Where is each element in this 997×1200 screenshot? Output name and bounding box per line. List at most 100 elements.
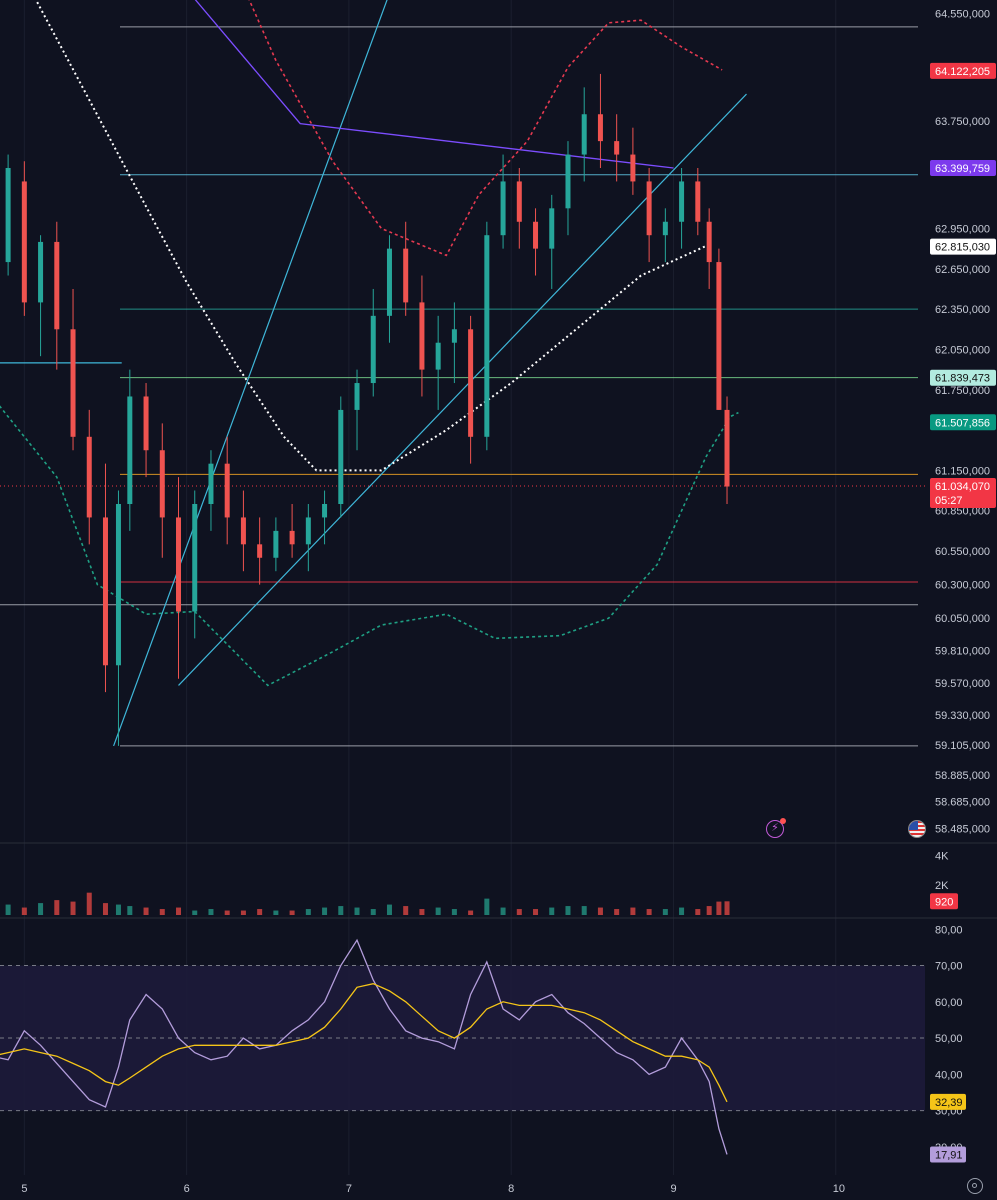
- candle-body[interactable]: [208, 463, 214, 504]
- volume-bar: [257, 909, 263, 915]
- candle-body[interactable]: [386, 248, 392, 316]
- candle-body[interactable]: [38, 241, 44, 303]
- candle-body[interactable]: [143, 396, 149, 451]
- trend-channel-line[interactable]: [113, 0, 390, 747]
- volume-bar: [70, 901, 76, 915]
- volume-bar: [38, 903, 44, 915]
- candle-body[interactable]: [724, 409, 730, 487]
- candle-body[interactable]: [54, 241, 60, 330]
- candle-body[interactable]: [305, 517, 311, 545]
- candle-body[interactable]: [614, 141, 620, 155]
- candle-body[interactable]: [435, 342, 441, 370]
- volume-bar: [176, 907, 182, 915]
- volume-bar: [21, 907, 27, 915]
- flash-alert-icon[interactable]: ⚡: [766, 818, 786, 838]
- candle-body[interactable]: [597, 114, 603, 142]
- volume-bar: [208, 909, 214, 915]
- price-tag[interactable]: [930, 160, 996, 177]
- candle-body[interactable]: [716, 262, 722, 410]
- candle-body[interactable]: [115, 504, 121, 666]
- rsi-axis-label: 40,00: [935, 1069, 963, 1081]
- rsi-pane[interactable]: [0, 938, 925, 1155]
- candle-body[interactable]: [533, 221, 539, 249]
- candle-body[interactable]: [370, 315, 376, 384]
- candle-body[interactable]: [338, 409, 344, 504]
- time-axis[interactable]: 5 6 7 8 9 10: [21, 1183, 845, 1195]
- candle-body[interactable]: [706, 221, 712, 263]
- volume-pane[interactable]: [0, 892, 730, 915]
- candle-body[interactable]: [646, 181, 652, 236]
- price-axis-label: 58.485,000: [935, 824, 990, 836]
- rsi-tag[interactable]: [930, 1146, 966, 1163]
- volume-bar: [419, 909, 425, 915]
- price-pane[interactable]: [0, 0, 925, 1175]
- candle-body[interactable]: [451, 329, 457, 343]
- candle-body[interactable]: [224, 463, 230, 518]
- candle-body[interactable]: [192, 504, 198, 612]
- price-tag[interactable]: [930, 62, 996, 79]
- price-axis-label: 58.685,000: [935, 797, 990, 809]
- candle-body[interactable]: [419, 302, 425, 370]
- price-axis[interactable]: 64.550,000 63.750,000 62.950,000 62.650,000…: [930, 8, 996, 1163]
- time-axis-label: 8: [508, 1183, 514, 1195]
- volume-bar: [516, 909, 522, 915]
- candle-body[interactable]: [403, 248, 409, 303]
- purple-trend-line[interactable]: [179, 0, 674, 169]
- candle-body[interactable]: [86, 436, 92, 518]
- time-axis-label: 5: [21, 1183, 27, 1195]
- price-axis-label: 62.050,000: [935, 344, 990, 356]
- candle-body[interactable]: [21, 181, 27, 303]
- candle-body[interactable]: [354, 383, 360, 410]
- price-tag[interactable]: [930, 414, 996, 431]
- candle-body[interactable]: [102, 517, 108, 666]
- candle-body[interactable]: [257, 544, 263, 558]
- us-flag-icon[interactable]: [908, 820, 926, 838]
- candle-body[interactable]: [273, 530, 279, 558]
- rsi-axis-label: 70,00: [935, 961, 963, 973]
- candle-body[interactable]: [159, 450, 165, 518]
- candle-body[interactable]: [581, 114, 587, 155]
- candle-body[interactable]: [70, 329, 76, 437]
- price-axis-label: 62.650,000: [935, 264, 990, 276]
- price-tag-label: 61.034,070: [935, 481, 990, 493]
- candle-body[interactable]: [127, 396, 133, 504]
- price-axis-label: 60.300,000: [935, 580, 990, 592]
- candle-body[interactable]: [484, 235, 490, 437]
- candle-body[interactable]: [468, 329, 474, 437]
- volume-bar: [695, 909, 701, 915]
- candle-body[interactable]: [630, 154, 636, 182]
- volume-bar: [565, 906, 571, 915]
- price-tag[interactable]: [930, 477, 996, 508]
- volume-bar: [159, 909, 165, 915]
- volume-tag[interactable]: [930, 893, 958, 910]
- price-axis-label: 59.570,000: [935, 678, 990, 690]
- volume-bar: [724, 901, 730, 915]
- candle-body[interactable]: [695, 181, 701, 222]
- candle-body[interactable]: [5, 168, 11, 263]
- candle-body[interactable]: [322, 504, 328, 518]
- volume-bar: [500, 907, 506, 915]
- volume-bar: [354, 907, 360, 915]
- price-tag[interactable]: [930, 238, 996, 255]
- price-tag[interactable]: [930, 369, 996, 386]
- volume-bar: [662, 909, 668, 915]
- candle-body[interactable]: [176, 517, 182, 612]
- price-axis-label: 60.850,000: [935, 506, 990, 518]
- candle-body[interactable]: [240, 517, 246, 545]
- volume-bar: [646, 909, 652, 915]
- candle-body[interactable]: [549, 208, 555, 249]
- candle-body[interactable]: [679, 181, 685, 222]
- rsi-ma-tag[interactable]: [930, 1093, 966, 1110]
- candle-body[interactable]: [662, 221, 668, 236]
- candle-body[interactable]: [500, 181, 506, 236]
- candle-body[interactable]: [289, 530, 295, 545]
- candle-body[interactable]: [516, 181, 522, 222]
- volume-tag-label: 920: [935, 896, 953, 908]
- settings-gear-icon[interactable]: [967, 1178, 983, 1194]
- trend-channel-line[interactable]: [178, 93, 747, 686]
- volume-bar: [468, 910, 474, 915]
- volume-bar: [338, 906, 344, 915]
- candle-body[interactable]: [565, 154, 571, 209]
- rsi-line: [0, 938, 728, 1155]
